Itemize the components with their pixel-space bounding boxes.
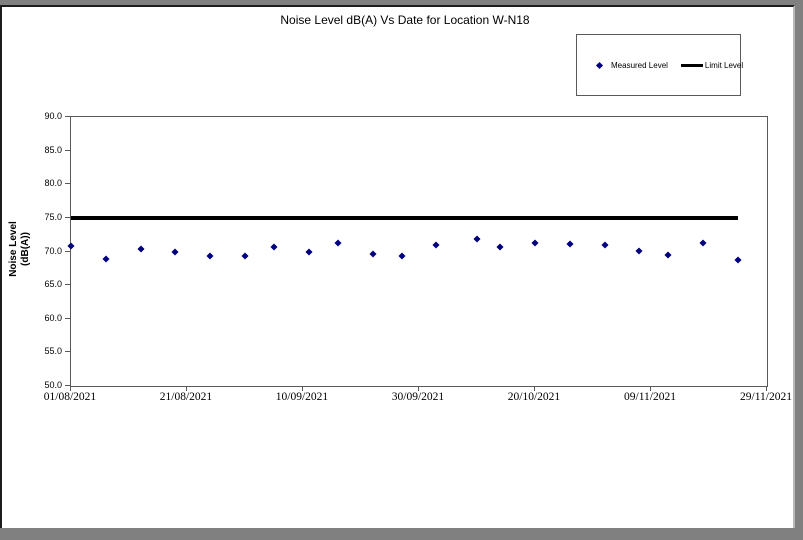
x-tick-label: 29/11/2021	[740, 391, 792, 403]
y-tick-mark	[65, 351, 70, 353]
data-point	[102, 255, 110, 263]
y-tick-mark	[65, 116, 70, 117]
data-point	[369, 250, 377, 258]
y-tick-label: 65.0	[44, 279, 62, 290]
y-tick-label: 80.0	[44, 178, 62, 189]
x-tick-mark	[766, 386, 767, 391]
x-tick-mark	[302, 386, 303, 391]
y-axis-title: Noise Level (dB(A))	[8, 209, 32, 289]
data-point	[664, 251, 672, 259]
limit-line	[71, 215, 738, 220]
data-point	[398, 252, 406, 260]
y-tick-label: 90.0	[44, 111, 62, 121]
x-tick-label: 09/11/2021	[624, 391, 676, 403]
data-point	[206, 252, 214, 260]
chart-title: Noise Level dB(A) Vs Date for Location W…	[280, 13, 530, 27]
y-tick-mark	[65, 183, 70, 185]
x-tick-mark	[418, 386, 419, 391]
y-tick-label: 70.0	[44, 245, 62, 256]
legend-limit-label: Limit Level	[704, 60, 744, 70]
data-point	[432, 241, 440, 249]
y-tick-label: 75.0	[44, 211, 62, 222]
data-point	[566, 240, 574, 248]
x-tick-label: 21/08/2021	[159, 391, 213, 403]
x-tick-label: 30/09/2021	[391, 391, 445, 403]
x-tick-mark	[534, 386, 535, 391]
y-tick-label: 50.0	[44, 380, 62, 390]
data-point	[67, 242, 75, 250]
data-point	[473, 235, 481, 243]
limit-level-line-icon	[680, 63, 703, 67]
data-point	[601, 241, 609, 249]
data-point	[137, 245, 145, 253]
measured-level-marker-icon	[595, 61, 604, 69]
y-tick-mark	[65, 385, 70, 386]
data-point	[496, 243, 504, 251]
data-point	[241, 252, 249, 260]
data-point	[699, 239, 707, 247]
data-point	[334, 239, 342, 247]
y-tick-mark	[65, 250, 70, 252]
legend-items: Measured Level Limit Level	[577, 60, 744, 70]
x-tick-label: 10/09/2021	[275, 391, 329, 403]
data-point	[635, 247, 643, 255]
x-tick-mark	[186, 386, 187, 391]
y-tick-mark	[65, 216, 70, 218]
y-axis-title-line1: Noise Level	[8, 221, 19, 277]
data-point	[531, 239, 539, 247]
y-tick-label: 85.0	[44, 144, 62, 155]
x-tick-mark	[650, 386, 651, 391]
data-point	[734, 256, 742, 264]
y-tick-mark	[65, 317, 70, 319]
chart-legend: Measured Level Limit Level	[576, 34, 744, 96]
plot-area	[67, 116, 768, 387]
y-tick-label: 55.0	[44, 346, 62, 357]
y-tick-mark	[65, 149, 70, 151]
data-point	[171, 248, 179, 256]
data-point	[305, 247, 313, 256]
legend-measured-label: Measured Level	[611, 60, 668, 70]
data-point	[270, 243, 278, 251]
x-tick-label: 01/08/2021	[43, 391, 97, 403]
x-tick-mark	[70, 386, 71, 391]
y-tick-mark	[65, 284, 70, 286]
y-tick-label: 60.0	[44, 312, 62, 323]
x-tick-label: 20/10/2021	[507, 391, 561, 403]
